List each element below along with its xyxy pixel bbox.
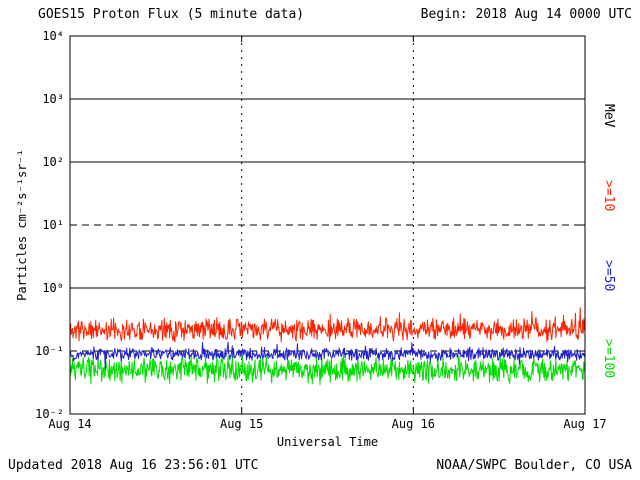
y-tick-label: 10⁻¹ (35, 344, 64, 358)
header: GOES15 Proton Flux (5 minute data) Begin… (38, 7, 632, 22)
y-tick-label: 10⁰ (42, 281, 64, 295)
y-tick-label: 10² (42, 155, 64, 169)
series-line->=10 (69, 307, 586, 343)
x-tick-label: Aug 16 (392, 417, 435, 431)
x-tick-label: Aug 15 (220, 417, 263, 431)
series-line->=50 (69, 341, 586, 370)
x-tick-label: Aug 14 (48, 417, 91, 431)
series-line->=100 (69, 354, 586, 386)
legend-gte100-label: >=100 (601, 339, 616, 379)
x-axis-label: Universal Time (277, 435, 378, 449)
updated-timestamp: Updated 2018 Aug 16 23:56:01 UTC (8, 458, 259, 473)
legend-gte50-label: >=50 (601, 260, 616, 292)
y-tick-label: 10³ (42, 92, 64, 106)
y-tick-label: 10⁴ (42, 29, 64, 43)
right-axis-unit-label: MeV (601, 104, 616, 128)
chart-title: GOES15 Proton Flux (5 minute data) (38, 7, 305, 22)
legend-gte10-label: >=10 (601, 180, 616, 212)
x-tick-label: Aug 17 (563, 417, 606, 431)
source-credit: NOAA/SWPC Boulder, CO USA (436, 458, 632, 473)
begin-timestamp: Begin: 2018 Aug 14 0000 UTC (420, 7, 632, 22)
y-tick-label: 10⁻² (35, 407, 64, 421)
y-tick-label: 10¹ (42, 218, 64, 232)
footer: Updated 2018 Aug 16 23:56:01 UTC NOAA/SW… (8, 458, 632, 473)
